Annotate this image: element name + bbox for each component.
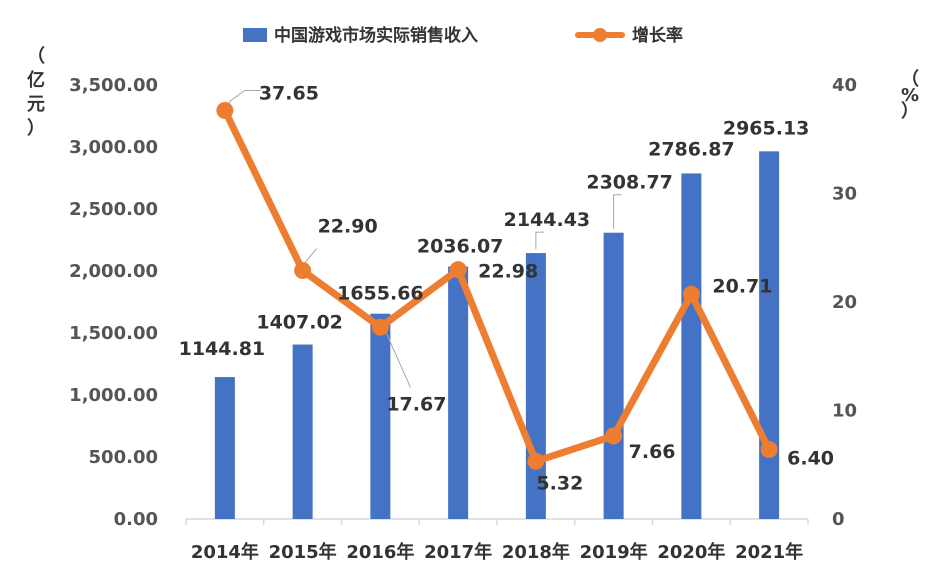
x-axis-tick-label: 2016年 xyxy=(346,541,414,563)
x-axis-tick-label: 2019年 xyxy=(580,541,648,563)
left-axis-tick-label: 2,500.00 xyxy=(69,199,158,220)
x-axis-tick-label: 2017年 xyxy=(424,541,492,563)
right-axis-tick-label: 0 xyxy=(832,509,845,530)
bar xyxy=(370,313,391,519)
legend-line-label: 增长率 xyxy=(632,25,683,46)
line-data-label: 17.67 xyxy=(386,393,446,415)
line-data-label: 20.71 xyxy=(712,275,772,297)
line-point xyxy=(371,318,389,336)
line-data-label: 37.65 xyxy=(259,82,319,104)
bar-data-label: 2308.77 xyxy=(586,172,673,194)
line-data-label: 6.40 xyxy=(787,448,834,470)
right-axis-tick-label: 30 xyxy=(832,184,857,205)
right-unit-char: % xyxy=(901,85,919,106)
line-series xyxy=(216,101,778,470)
left-axis-ticks: 0.00 500.00 1,000.00 1,500.00 2,000.00 2,500.… xyxy=(69,75,158,530)
right-axis-tick-label: 40 xyxy=(832,75,857,96)
legend-bar-label: 中国游戏市场实际销售收入 xyxy=(274,25,478,46)
line-point xyxy=(760,441,778,459)
leader-line xyxy=(535,231,544,250)
x-axis-tick-label: 2018年 xyxy=(502,541,570,563)
left-unit-char: ） xyxy=(27,118,45,139)
x-axis-tick-label: 2014年 xyxy=(191,541,259,563)
line-point xyxy=(449,261,467,279)
leader-line xyxy=(613,194,622,229)
x-axis: 2014年 2015年 2016年 2017年 2018年 2019年 2020年 2021年 xyxy=(185,518,809,563)
bar-data-label: 2965.13 xyxy=(723,117,810,139)
legend-bar-swatch xyxy=(243,28,267,42)
left-axis-tick-label: 1,000.00 xyxy=(69,385,158,406)
left-axis-tick-label: 2,000.00 xyxy=(69,261,158,282)
left-unit-char: 元 xyxy=(27,94,45,115)
left-axis-tick-label: 1,500.00 xyxy=(69,323,158,344)
right-axis-tick-label: 20 xyxy=(832,292,857,313)
bar xyxy=(292,344,313,519)
left-unit-char: 亿 xyxy=(27,69,45,91)
bar-data-label: 1655.66 xyxy=(337,283,424,305)
left-axis-unit-label: （亿元 ） xyxy=(27,46,45,139)
left-axis-tick-label: 0.00 xyxy=(114,509,158,530)
bar-data-label: 2786.87 xyxy=(648,138,735,160)
x-axis-tick-label: 2020年 xyxy=(657,541,725,563)
line-point xyxy=(605,427,623,445)
left-axis-tick-label: 3,000.00 xyxy=(69,137,158,158)
line-data-label: 5.32 xyxy=(536,472,583,494)
bar-data-label: 1144.81 xyxy=(179,338,266,360)
bar xyxy=(603,232,624,519)
right-unit-char: （ xyxy=(901,69,919,90)
left-unit-char: （ xyxy=(27,46,45,67)
line-data-labels: 37.65 22.90 17.67 22.98 5.32 7.66 20.71 6.40 xyxy=(259,82,834,494)
bar xyxy=(448,266,469,519)
line-point xyxy=(216,101,234,119)
legend-line-marker xyxy=(593,28,607,42)
left-axis-tick-label: 3,500.00 xyxy=(69,75,158,96)
x-axis-tick-label: 2015年 xyxy=(269,541,337,563)
legend: 中国游戏市场实际销售收入 增长率 xyxy=(243,25,683,46)
right-unit-char: ） xyxy=(901,101,919,122)
line-data-label: 22.98 xyxy=(478,261,538,283)
bar-data-label: 2144.43 xyxy=(504,209,591,231)
right-axis-unit-label: （%） xyxy=(901,69,919,122)
line-point xyxy=(682,285,700,303)
left-axis-tick-label: 500.00 xyxy=(89,447,158,468)
line-point xyxy=(294,262,312,280)
bar-series xyxy=(214,151,780,520)
growth-line xyxy=(221,106,773,465)
x-axis-tick-label: 2021年 xyxy=(735,541,803,563)
bar xyxy=(681,173,702,520)
bar-data-label: 2036.07 xyxy=(417,236,504,258)
bar xyxy=(214,377,235,519)
line-point xyxy=(527,452,545,470)
right-axis-ticks: 0 10 20 30 40 xyxy=(832,75,857,530)
bar xyxy=(759,151,780,519)
bar-data-label: 1407.02 xyxy=(256,312,343,334)
line-data-label: 22.90 xyxy=(318,216,378,238)
right-axis-tick-label: 10 xyxy=(832,401,857,422)
line-data-label: 7.66 xyxy=(629,441,676,463)
